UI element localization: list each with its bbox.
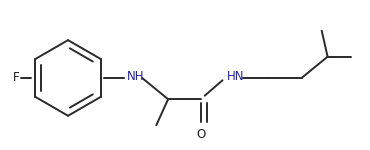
Text: O: O	[196, 128, 206, 141]
Text: NH: NH	[127, 70, 144, 83]
Text: F: F	[13, 71, 20, 84]
Text: HN: HN	[227, 70, 245, 83]
